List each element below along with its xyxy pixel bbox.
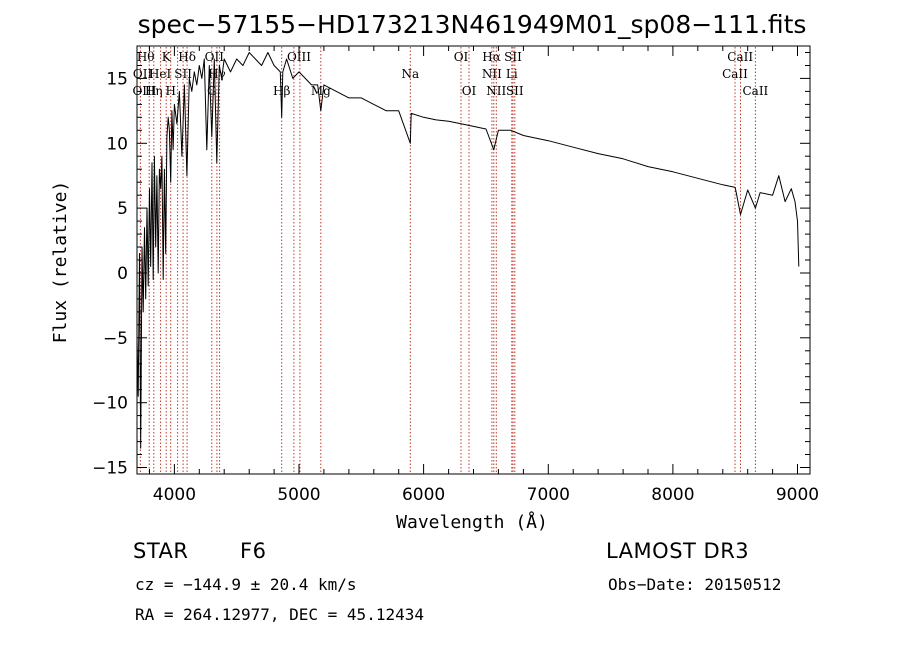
- line-label-22: Mg: [311, 84, 331, 98]
- redshift-cz: cz = −144.9 ± 20.4 km/s: [135, 575, 357, 594]
- line-label-16: CaII: [722, 67, 748, 81]
- y-axis-label: Flux (relative): [50, 181, 71, 344]
- x-axis-ticks: 4000 5000 6000 7000 8000 9000: [149, 46, 819, 505]
- y-tick-label-0: −15: [92, 459, 128, 479]
- line-label-19: H: [165, 84, 175, 98]
- x-tick-label-4: 8000: [651, 485, 694, 505]
- plot-frame: [136, 45, 811, 475]
- y-tick-label-5: 10: [106, 134, 128, 154]
- line-label-18: Hη: [145, 84, 163, 98]
- line-label-0: Hθ: [137, 50, 155, 64]
- line-label-5: OI: [454, 50, 469, 64]
- line-label-25: SII: [506, 84, 524, 98]
- line-label-23: OI: [462, 84, 477, 98]
- line-label-7: SII: [504, 50, 522, 64]
- y-tick-label-2: −5: [103, 329, 128, 349]
- line-label-24: NII: [486, 84, 506, 98]
- spectral-line-markers: [139, 47, 756, 473]
- x-tick-label-1: 5000: [277, 485, 320, 505]
- subclass: F6: [240, 539, 267, 563]
- x-tick-label-0: 4000: [153, 485, 196, 505]
- line-label-6: Hα: [482, 50, 501, 64]
- survey-name: LAMOST DR3: [606, 539, 750, 563]
- line-label-11: SII: [174, 67, 192, 81]
- object-type: STAR: [133, 539, 189, 563]
- x-axis-label: Wavelength (Å): [396, 511, 548, 533]
- line-label-13: Na: [401, 67, 419, 81]
- line-label-21: Hβ: [273, 84, 290, 98]
- line-label-9: OII: [133, 67, 153, 81]
- y-tick-label-1: −10: [92, 394, 128, 414]
- x-tick-label-3: 7000: [527, 485, 570, 505]
- line-label-1: K: [162, 50, 172, 64]
- x-tick-label-2: 6000: [402, 485, 445, 505]
- line-label-2: Hδ: [178, 50, 196, 64]
- y-axis-ticks: −15 −10 −5 0 5 10 15: [92, 52, 810, 479]
- y-tick-label-6: 15: [106, 69, 128, 89]
- line-label-10: HeI: [149, 67, 172, 81]
- line-label-15: Li: [506, 67, 518, 81]
- line-label-20: G: [207, 84, 217, 98]
- line-label-17: OIII: [132, 84, 156, 98]
- flux-series-line: [136, 52, 800, 449]
- line-label-26: CaII: [742, 84, 768, 98]
- x-tick-label-5: 9000: [776, 485, 819, 505]
- line-label-8: CaII: [727, 50, 753, 64]
- line-label-4: OIII: [287, 50, 311, 64]
- observation-date: Obs−Date: 20150512: [608, 575, 782, 594]
- line-label-14: NII: [482, 67, 502, 81]
- chart-title: spec−57155−HD173213N461949M01_sp08−111.f…: [138, 10, 807, 39]
- y-tick-label-3: 0: [117, 264, 128, 284]
- y-tick-label-4: 5: [117, 199, 128, 219]
- ra-dec-coordinates: RA = 264.12977, DEC = 45.12434: [135, 605, 424, 624]
- line-label-3: OII: [205, 50, 225, 64]
